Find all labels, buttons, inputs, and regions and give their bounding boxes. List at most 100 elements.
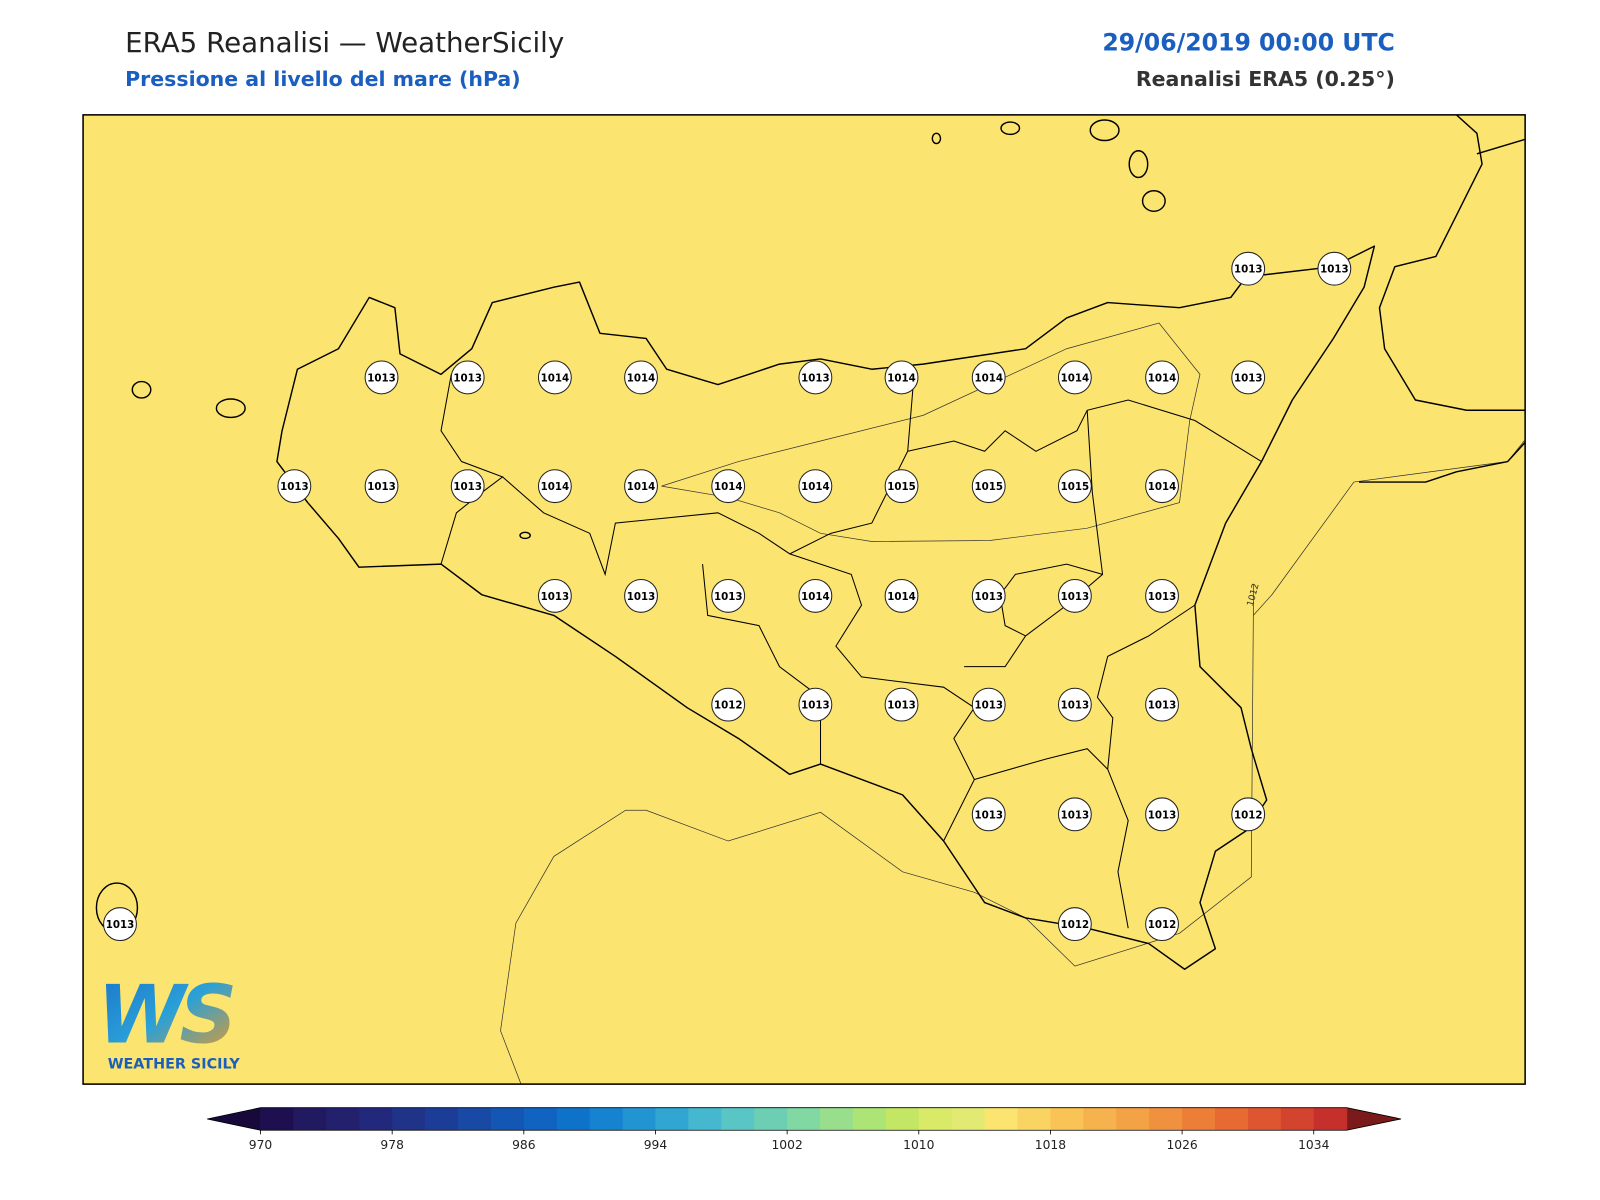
- station-value: 1013: [1061, 700, 1090, 712]
- station-marker: [1145, 578, 1179, 613]
- station-value: 1014: [1148, 481, 1177, 493]
- station-marker: [1317, 251, 1352, 286]
- station-marker: [450, 360, 485, 395]
- colorbar-bin: [1215, 1107, 1249, 1131]
- station-value: 1013: [453, 372, 482, 384]
- station-value: 1014: [887, 372, 916, 384]
- colorbar-tick-label: 1010: [903, 1138, 934, 1152]
- station-value: 1012: [714, 700, 743, 712]
- colorbar-bin: [820, 1107, 854, 1131]
- station-marker: [624, 360, 658, 395]
- pressure-region: [661, 322, 1201, 542]
- colorbar-bin: [852, 1107, 887, 1131]
- coastline: [1358, 441, 1526, 483]
- station-marker: [1057, 907, 1092, 942]
- station-marker: [971, 360, 1006, 395]
- station-value: 1013: [801, 700, 830, 712]
- colorbar-bin: [885, 1107, 920, 1131]
- station-marker: [1057, 360, 1092, 395]
- station-value: 1013: [1061, 809, 1090, 821]
- islands: [95, 119, 1166, 934]
- station-marker: [103, 907, 137, 942]
- colorbar-bin: [1149, 1107, 1183, 1131]
- station-value: 1014: [714, 481, 743, 493]
- colorbar-tick-label: 978: [380, 1138, 403, 1152]
- station-value: 1013: [1148, 700, 1177, 712]
- station-marker: [624, 578, 658, 613]
- colorbar-bin: [1083, 1107, 1117, 1131]
- station-value: 1013: [1234, 372, 1263, 384]
- station-marker: [1057, 469, 1092, 504]
- station-marker: [1231, 251, 1266, 286]
- colorbar-tick-label: 986: [512, 1138, 536, 1152]
- station-marker: [711, 687, 746, 722]
- station-marker: [450, 469, 485, 504]
- station-value: 1014: [541, 481, 570, 493]
- station-value: 1013: [974, 700, 1003, 712]
- colorbar-bin: [260, 1107, 294, 1131]
- station-marker: [1057, 578, 1092, 613]
- coastline: [1378, 114, 1526, 411]
- logo-text: WEATHER SICILY: [108, 1057, 241, 1073]
- station-value: 1015: [974, 481, 1003, 493]
- station-value: 1013: [801, 372, 830, 384]
- station-marker: [537, 469, 572, 504]
- colorbar-bin: [1313, 1107, 1348, 1131]
- station-marker: [1145, 687, 1179, 722]
- station-value: 1013: [1148, 591, 1177, 603]
- station-marker: [971, 469, 1006, 504]
- stations: 1013 1013 1013 1013 1014 1014 1013 1014 1014 1014…: [103, 251, 1352, 942]
- station-marker: [884, 360, 919, 395]
- station-marker: [884, 687, 919, 722]
- station-marker: [971, 578, 1006, 613]
- station-marker: [1057, 797, 1092, 832]
- colorbar: 970 978 986 994 1002 1010 1018 1026 1034: [207, 1107, 1402, 1152]
- colorbar-bin: [1017, 1107, 1051, 1131]
- colorbar-bin: [984, 1107, 1019, 1131]
- station-marker: [798, 687, 833, 722]
- logo-letters: WS: [97, 968, 233, 1061]
- station-value: 1013: [453, 481, 482, 493]
- colorbar-bin: [754, 1107, 788, 1131]
- colorbar-tick-label: 970: [249, 1138, 272, 1152]
- station-value: 1012: [1061, 919, 1090, 931]
- station-marker: [971, 687, 1006, 722]
- source: Reanalisi ERA5 (0.25°): [1136, 67, 1395, 91]
- station-marker: [711, 578, 746, 613]
- colorbar-tick-label: 1034: [1298, 1138, 1329, 1152]
- colorbar-bin: [655, 1107, 689, 1131]
- colorbar-bin: [293, 1107, 327, 1131]
- station-marker: [1231, 797, 1266, 832]
- station-value: 1014: [974, 372, 1003, 384]
- station-marker: [798, 578, 833, 613]
- station-value: 1013: [887, 700, 916, 712]
- title: ERA5 Reanalisi — WeatherSicily: [125, 26, 564, 59]
- station-marker: [1145, 469, 1179, 504]
- colorbar-bin: [1280, 1107, 1315, 1131]
- station-value: 1014: [541, 372, 570, 384]
- station-marker: [884, 469, 919, 504]
- station-value: 1014: [801, 481, 830, 493]
- station-marker: [277, 469, 312, 504]
- station-marker: [798, 360, 833, 395]
- map-frame: [82, 114, 1526, 1085]
- station-value: 1015: [887, 481, 916, 493]
- colorbar-bin: [523, 1107, 558, 1131]
- station-value: 1014: [627, 481, 656, 493]
- station-marker: [1145, 907, 1179, 942]
- pressure-region: [500, 440, 1526, 1085]
- station-marker: [364, 360, 399, 395]
- station-marker: [971, 797, 1006, 832]
- station-marker: [711, 469, 746, 504]
- colorbar-bin: [326, 1107, 360, 1131]
- colorbar-bin: [425, 1107, 459, 1131]
- station-value: 1014: [801, 591, 830, 603]
- station-value: 1014: [1148, 372, 1177, 384]
- station-value: 1014: [887, 591, 916, 603]
- logo: WS WEATHER SICILY: [97, 968, 240, 1072]
- station-marker: [1145, 360, 1179, 395]
- station-value: 1013: [974, 591, 1003, 603]
- subtitle: Pressione al livello del mare (hPa): [125, 67, 521, 91]
